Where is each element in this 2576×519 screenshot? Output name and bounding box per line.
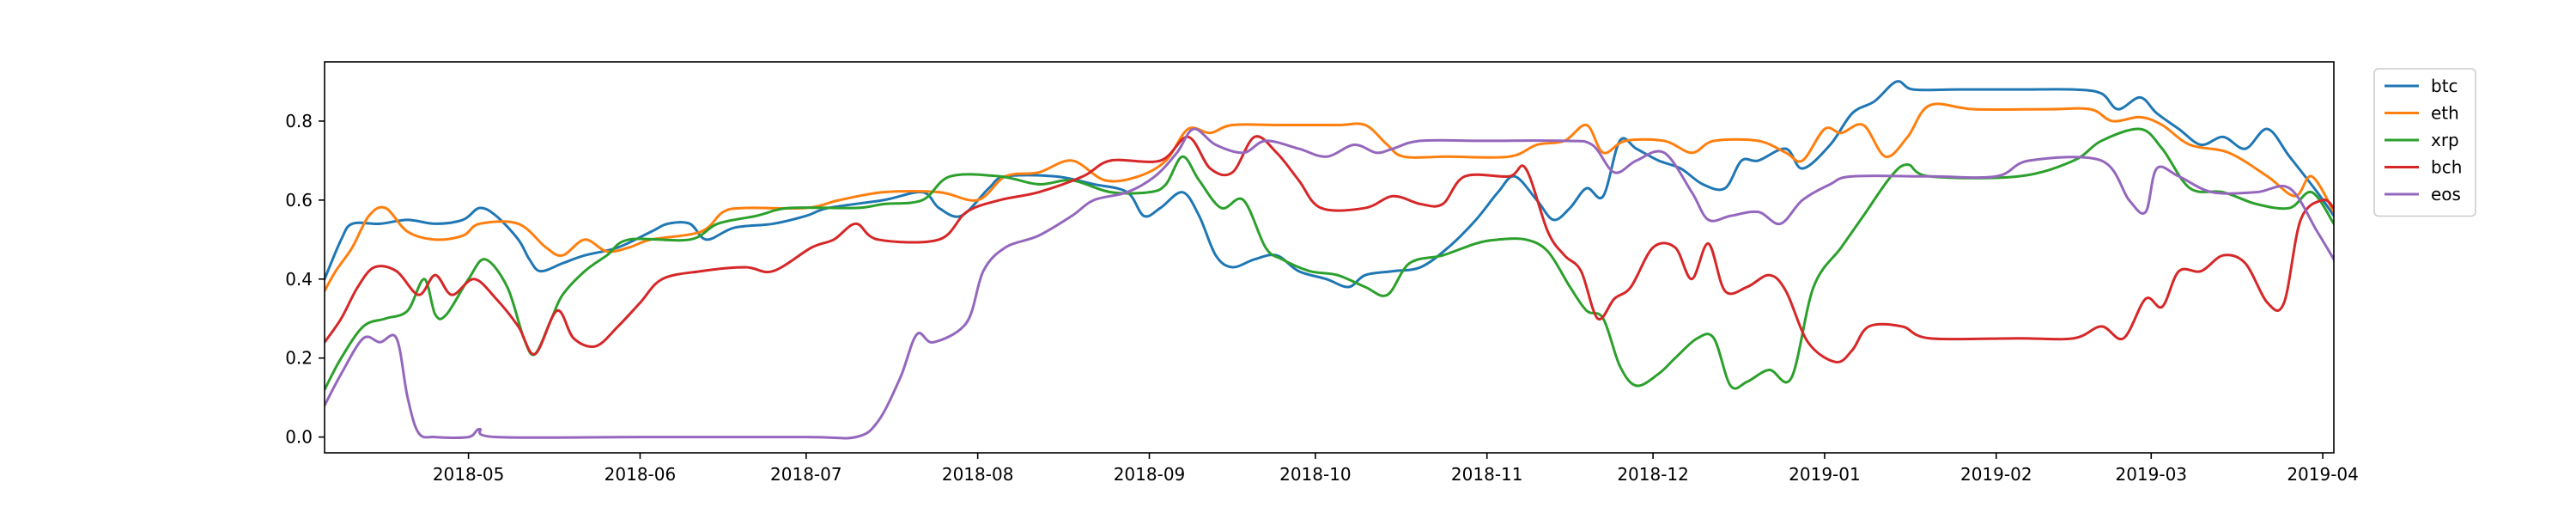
- legend-label-eos: eos: [2431, 184, 2461, 205]
- x-tick-label: 2019-02: [1960, 464, 2032, 485]
- legend-box: [2373, 68, 2476, 217]
- series-line-btc: [325, 80, 2334, 289]
- x-tick-label: 2018-06: [605, 464, 677, 485]
- y-tick-label: 0.4: [285, 269, 313, 290]
- series-layer: [325, 80, 2334, 440]
- x-tick-label: 2018-12: [1617, 464, 1689, 485]
- x-tick-label: 2018-10: [1279, 464, 1352, 485]
- x-tick-label: 2019-04: [2287, 464, 2359, 485]
- chart-legend: btc eth xrp bch eos: [2373, 68, 2476, 217]
- series-line-bch: [325, 135, 2334, 363]
- x-tick-label: 2018-05: [433, 464, 505, 485]
- x-tick-label: 2019-03: [2115, 464, 2187, 485]
- y-tick-label: 0.0: [285, 427, 313, 448]
- plot-frame: [324, 61, 2335, 454]
- legend-label-bch: bch: [2431, 157, 2462, 178]
- legend-label-btc: btc: [2431, 76, 2458, 96]
- x-tick-label: 2018-09: [1114, 464, 1186, 485]
- y-tick-label: 0.6: [285, 190, 313, 211]
- x-tick-label: 2018-11: [1451, 464, 1523, 485]
- x-tick-label: 2018-08: [942, 464, 1014, 485]
- series-line-eth: [325, 102, 2334, 293]
- y-tick-label: 0.2: [285, 348, 313, 369]
- legend-label-eth: eth: [2431, 103, 2459, 124]
- x-tick-label: 2018-07: [770, 464, 842, 485]
- x-tick-label: 2019-01: [1789, 464, 1861, 485]
- axes-layer: 2018-05 2018-06 2018-07 2018-08 2018-09 2018-…: [285, 61, 2359, 485]
- series-line-eos: [325, 127, 2334, 440]
- y-tick-label: 0.8: [285, 111, 313, 131]
- legend-label-xrp: xrp: [2431, 130, 2459, 150]
